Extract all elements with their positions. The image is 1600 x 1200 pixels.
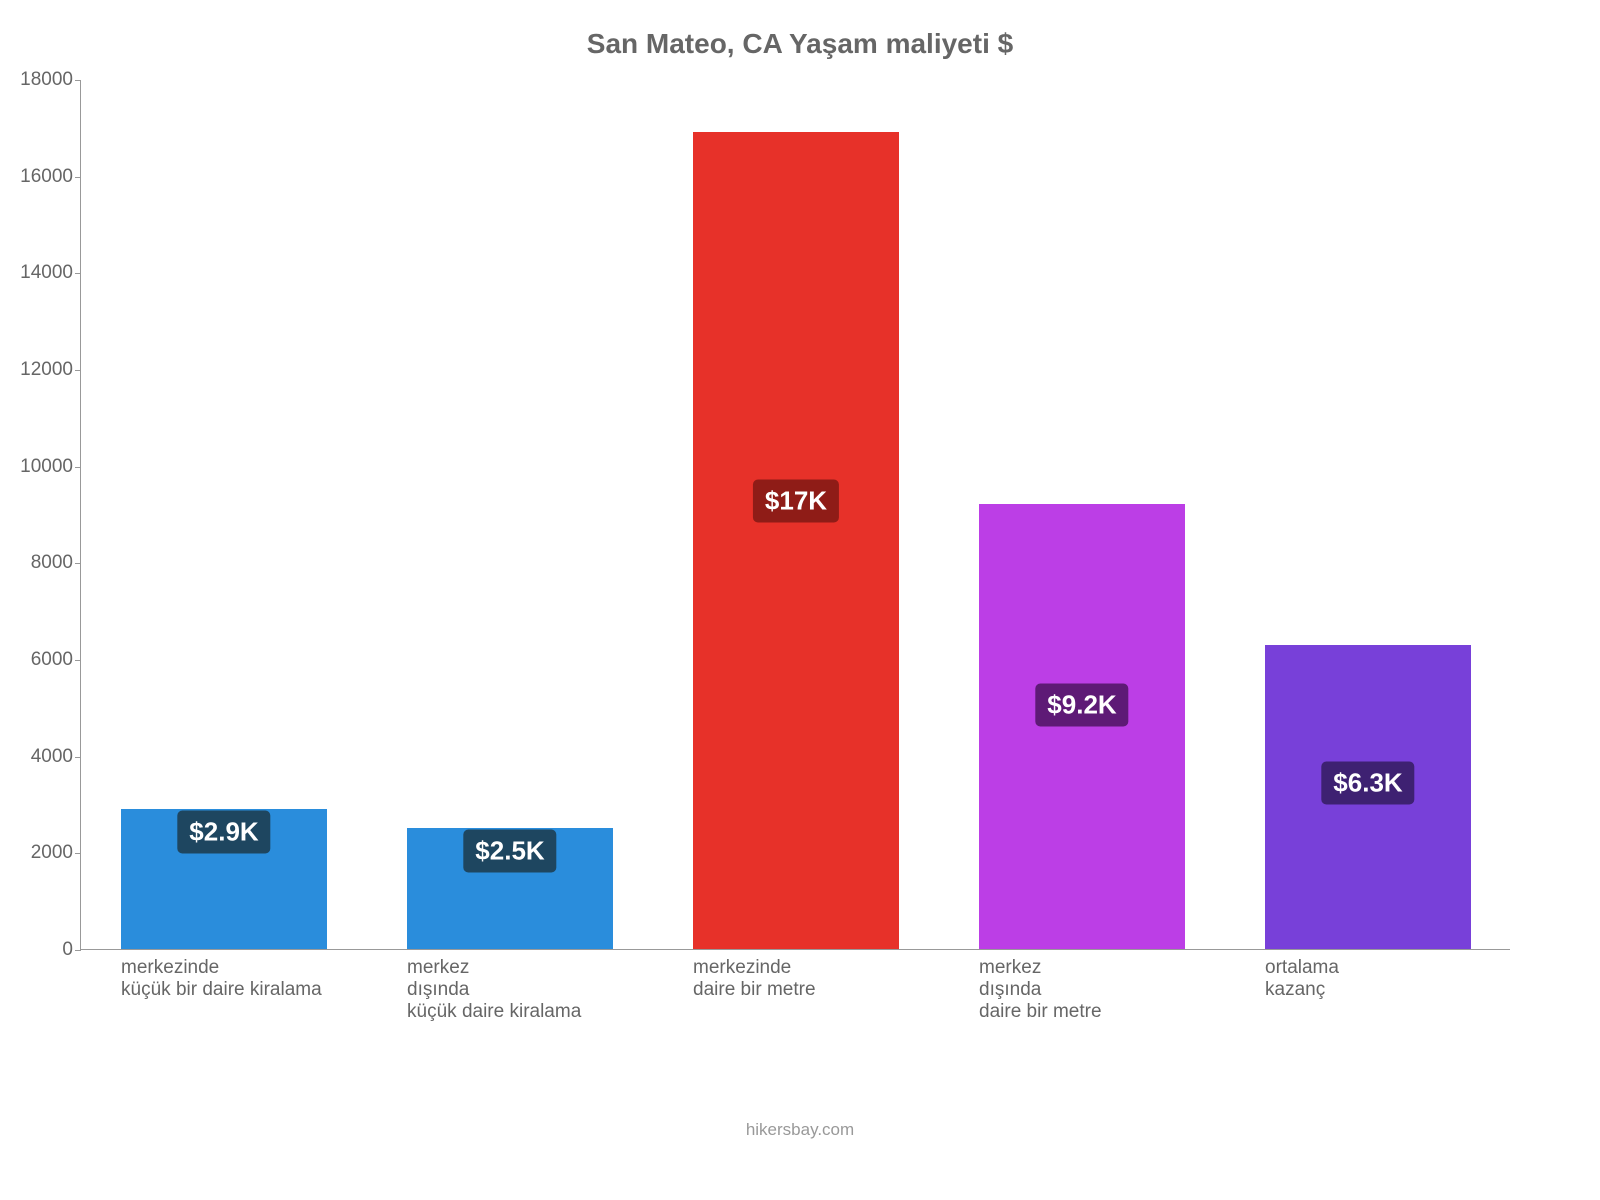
bar-value-badge: $2.9K	[177, 810, 270, 853]
y-tick-label: 0	[62, 939, 73, 961]
x-axis-label: merkezinde küçük bir daire kiralama	[121, 957, 407, 1001]
y-tick-label: 6000	[31, 649, 73, 671]
y-tick-label: 2000	[31, 842, 73, 864]
y-tick-label: 16000	[20, 166, 73, 188]
bar-value-badge: $17K	[753, 479, 839, 522]
bar	[693, 132, 899, 949]
bar-value-badge: $2.5K	[463, 830, 556, 873]
x-axis-label: merkez dışında daire bir metre	[979, 957, 1265, 1023]
bar-value-badge: $9.2K	[1035, 684, 1128, 727]
bar-value-badge: $6.3K	[1321, 761, 1414, 804]
y-tick-label: 8000	[31, 552, 73, 574]
attribution: hikersbay.com	[0, 1120, 1600, 1140]
x-axis-label: merkez dışında küçük daire kiralama	[407, 957, 693, 1023]
y-tick-label: 14000	[20, 262, 73, 284]
chart-title: San Mateo, CA Yaşam maliyeti $	[0, 28, 1600, 60]
x-axis-label: ortalama kazanç	[1265, 957, 1551, 1001]
y-tick-label: 10000	[20, 456, 73, 478]
y-tick-label: 4000	[31, 746, 73, 768]
x-axis-label: merkezinde daire bir metre	[693, 957, 979, 1001]
y-tick-label: 12000	[20, 359, 73, 381]
plot-area: 0200040006000800010000120001400016000180…	[80, 80, 1510, 950]
chart-container: San Mateo, CA Yaşam maliyeti $ 020004000…	[0, 0, 1600, 1200]
y-tick-label: 18000	[20, 69, 73, 91]
